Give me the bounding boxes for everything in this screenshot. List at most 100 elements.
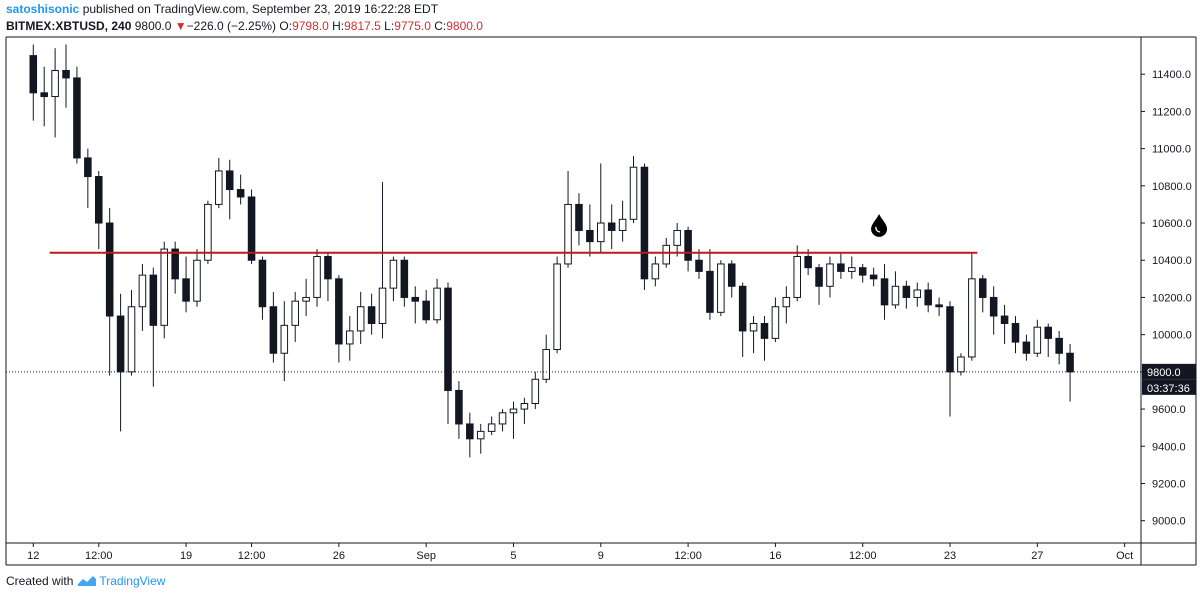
candle-body-up	[51, 69, 59, 98]
candle	[400, 256, 409, 307]
candle-body-down	[640, 166, 649, 280]
candle	[291, 291, 299, 343]
candle-body-down	[367, 306, 376, 324]
candle-body-up	[597, 222, 605, 243]
candle-body-down	[1055, 337, 1063, 354]
candle	[138, 263, 147, 331]
candle	[913, 282, 922, 307]
candle	[717, 260, 725, 317]
interval-label: 240	[111, 19, 132, 33]
drop-icon-highlight	[875, 226, 881, 233]
candle	[498, 409, 507, 432]
candle-body-up	[487, 423, 496, 432]
price-axis[interactable]: 11400.0 11200.0 11000.0 10800.0 10600.0 10400…	[1141, 69, 1192, 528]
time-axis[interactable]: 12 12:00 19 12:00 26 Sep 5 9 12:00 16 12:00 23 27 Oct	[27, 543, 1133, 562]
candle-body-down	[236, 189, 245, 198]
candle	[411, 286, 420, 324]
candle-body-up	[476, 430, 485, 440]
candle	[760, 316, 769, 361]
price-change: −226.0 (−2.25%)	[186, 19, 277, 33]
candle	[215, 157, 223, 209]
candle-body-up	[564, 203, 572, 265]
candle-body-down	[760, 322, 769, 339]
x-tick-label: 23	[944, 550, 956, 562]
candle-body-down	[727, 263, 736, 287]
tradingview-link[interactable]: TradingView	[77, 574, 165, 588]
candle-body-up	[651, 263, 660, 280]
candle	[826, 256, 834, 298]
candle-body-down	[40, 92, 48, 98]
symbol-name[interactable]: BITMEX:XBTUSD	[6, 19, 105, 33]
high-label: H:	[332, 19, 345, 33]
low-value: 9775.0	[394, 19, 431, 33]
candlestick-series	[29, 44, 1074, 458]
candle-body-up	[793, 256, 801, 298]
candle	[575, 193, 583, 246]
x-tick-label: 5	[510, 550, 516, 562]
candle-body-down	[684, 229, 692, 261]
candle-body-up	[749, 322, 758, 332]
candle-body-down	[738, 285, 747, 332]
x-tick-label: 12:00	[674, 550, 702, 562]
candle-body-up	[498, 412, 507, 425]
candle	[684, 226, 692, 272]
candle-body-up	[553, 263, 561, 351]
candle	[444, 282, 452, 424]
candle	[313, 249, 321, 307]
x-tick-label: 16	[769, 550, 781, 562]
candle-body-down	[695, 259, 703, 272]
candle	[29, 44, 38, 121]
candle-body-down	[935, 304, 943, 308]
y-tick-label: 10400.0	[1152, 255, 1192, 267]
candle	[378, 182, 387, 339]
candle	[73, 66, 81, 164]
candle	[706, 249, 714, 320]
y-tick-label: 10000.0	[1152, 330, 1192, 342]
tradingview-brand: TradingView	[99, 574, 166, 588]
candle-body-down	[815, 267, 823, 287]
candle	[1044, 323, 1053, 357]
candle-body-up	[531, 378, 540, 404]
candle	[204, 200, 212, 264]
candle-body-down	[105, 222, 114, 317]
candle	[651, 256, 660, 287]
candle	[105, 208, 114, 376]
candle-body-down	[247, 196, 256, 261]
candle	[171, 241, 179, 294]
candle	[433, 278, 441, 324]
y-tick-label: 10600.0	[1152, 218, 1192, 230]
candle	[902, 280, 911, 309]
candle	[542, 334, 550, 384]
candle-body-down	[225, 170, 234, 191]
candle	[815, 263, 823, 305]
y-tick-label: 9600.0	[1152, 404, 1186, 416]
candle-body-down	[269, 306, 278, 354]
candle	[673, 223, 681, 257]
candle-body-up	[215, 170, 223, 205]
candle-body-down	[182, 278, 190, 302]
candle	[455, 381, 463, 439]
candle-body-up	[291, 300, 299, 326]
low-label: L:	[384, 19, 395, 33]
candle-body-down	[837, 263, 845, 272]
author-name[interactable]: satoshisonic	[6, 2, 80, 16]
candle-body-down	[455, 389, 463, 425]
candle	[771, 297, 780, 343]
x-tick-label: 12:00	[238, 550, 266, 562]
candle	[749, 316, 758, 354]
candle	[1011, 316, 1020, 354]
countdown-bg	[1142, 379, 1196, 395]
high-value: 9817.5	[344, 19, 381, 33]
candle-body-down	[116, 315, 125, 373]
candle-body-down	[84, 157, 92, 178]
candle	[62, 44, 70, 108]
candle	[247, 189, 256, 264]
candle-body-up	[848, 267, 856, 272]
x-tick-label: 12	[27, 550, 39, 562]
candle-body-down	[400, 259, 409, 298]
candle-body-up	[891, 285, 900, 306]
candle	[848, 256, 856, 279]
candle	[520, 397, 529, 424]
candle	[946, 301, 954, 417]
